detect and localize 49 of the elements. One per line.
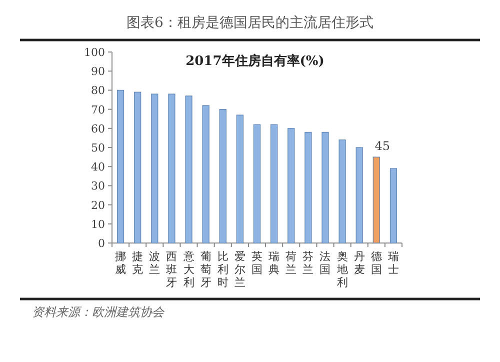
- x-tick-label: 意大利: [182, 250, 194, 289]
- x-tick-label: 法国: [320, 250, 331, 276]
- x-tick-label: 丹麦: [354, 250, 365, 276]
- y-tick-label: 20: [91, 198, 105, 212]
- chart-title: 图表6：租房是德国居民的主流居住形式: [126, 15, 374, 31]
- y-tick-label: 10: [91, 218, 105, 231]
- chart-subtitle: 2017年住房自有率(%): [186, 53, 324, 69]
- x-tick-label: 瑞士: [388, 250, 399, 276]
- bar: [338, 140, 346, 244]
- bar: [185, 96, 192, 244]
- text: 资料来源：欧洲建筑协会: [32, 305, 165, 319]
- bar: [151, 94, 158, 244]
- x-tick-label: 奥地利: [336, 250, 348, 289]
- bar: [219, 109, 226, 244]
- bar: [372, 156, 380, 244]
- y-tick-label: 80: [91, 84, 105, 98]
- bar: [253, 124, 261, 244]
- y-tick-label: 60: [91, 122, 105, 136]
- bar: [270, 124, 278, 244]
- x-tick-label: 波兰: [149, 250, 160, 276]
- x-tick-label: 捷克: [132, 250, 144, 276]
- bar: [304, 132, 312, 244]
- bar: [390, 168, 398, 244]
- y-tick-label: 40: [91, 160, 105, 174]
- y-tick-label: 90: [91, 65, 105, 78]
- y-tick-label: 50: [91, 142, 105, 154]
- x-tick-label: 葡萄牙: [200, 250, 212, 289]
- y-tick-label: 100: [84, 46, 105, 59]
- y-tick-label: 70: [91, 103, 105, 116]
- x-tick-label: 西班牙: [166, 250, 178, 289]
- y-tick-label: 30: [91, 180, 105, 193]
- x-tick-label: 爱尔兰: [234, 250, 246, 289]
- bar: [168, 94, 176, 244]
- bar: [134, 92, 142, 244]
- y-tick-label: 0: [98, 237, 105, 250]
- x-tick-label: 挪威: [115, 250, 126, 276]
- x-tick-label: 荷兰: [286, 250, 297, 276]
- bar: [116, 90, 124, 244]
- bar: [236, 114, 244, 244]
- x-tick-label: 芬兰: [302, 250, 314, 276]
- bar: [202, 105, 210, 244]
- data-label: 45: [374, 139, 390, 154]
- x-tick-label: 德国: [370, 250, 382, 276]
- x-tick-label: 英国: [252, 250, 262, 276]
- bar: [322, 132, 329, 244]
- bar: [288, 128, 295, 244]
- x-tick-label: 瑞典: [268, 250, 280, 276]
- x-tick-label: 比利时: [217, 250, 228, 289]
- bar: [356, 147, 363, 244]
